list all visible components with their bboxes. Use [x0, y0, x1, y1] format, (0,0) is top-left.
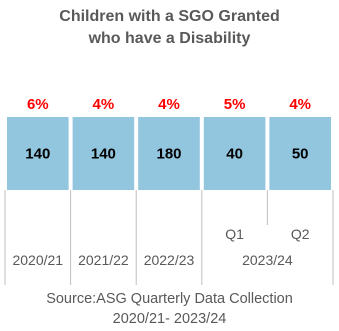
source-line1: Source:ASG Quarterly Data Collection	[46, 291, 293, 307]
quarter-tick-label: Q1	[225, 226, 244, 242]
chart-title: Children with a SGO Granted who have a D…	[0, 6, 339, 50]
percent-label: 4%	[289, 96, 311, 113]
source-note: Source:ASG Quarterly Data Collection 202…	[0, 289, 339, 329]
year-tick-label: 2022/23	[144, 252, 195, 268]
bar-value-label: 140	[91, 146, 116, 163]
source-line2: 2020/21- 2023/24	[112, 311, 227, 327]
bar	[203, 117, 266, 190]
year-tick-label: 2021/22	[78, 252, 129, 268]
bar	[72, 117, 135, 190]
quarter-tick-label: Q2	[291, 226, 310, 242]
bar	[7, 117, 69, 190]
percent-label: 5%	[224, 96, 246, 113]
year-tick-label: 2020/21	[12, 252, 63, 268]
bar	[269, 117, 331, 190]
percent-label: 4%	[93, 96, 115, 113]
bar	[138, 117, 200, 190]
chart-title-line2: who have a Disability	[88, 30, 251, 47]
bar-value-label: 140	[25, 146, 50, 163]
percent-label: 4%	[158, 96, 180, 113]
bar-value-label: 40	[226, 146, 243, 163]
chart-title-line1: Children with a SGO Granted	[59, 8, 280, 25]
bar-value-label: 50	[292, 146, 309, 163]
bar-value-label: 180	[156, 146, 181, 163]
percent-label: 6%	[27, 96, 49, 113]
year-tick-label: 2023/24	[242, 252, 293, 268]
